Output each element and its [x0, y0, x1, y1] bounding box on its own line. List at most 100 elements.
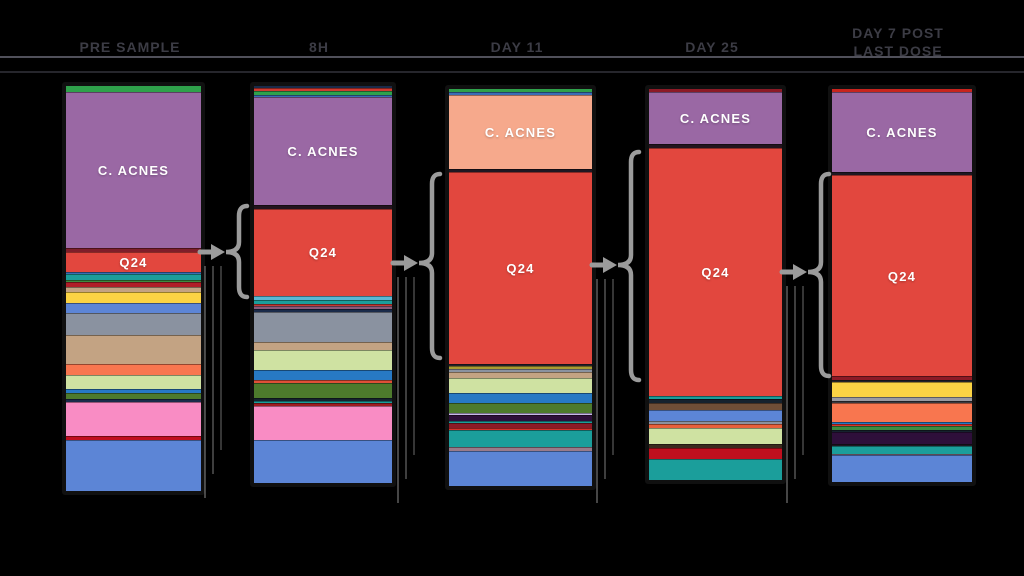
segment	[649, 402, 782, 410]
segment	[832, 423, 972, 426]
segment	[254, 205, 392, 210]
segment	[832, 376, 972, 381]
segment-c-acnes: C. ACNES	[449, 95, 592, 169]
segment-label: Q24	[308, 245, 338, 261]
segment-c-acnes: C. ACNES	[832, 92, 972, 172]
segment	[254, 439, 392, 483]
segment	[832, 445, 972, 454]
segment	[449, 372, 592, 378]
curly-brace-icon	[807, 171, 832, 379]
segment	[449, 450, 592, 486]
segment	[832, 431, 972, 444]
arrow-brace-annotation	[589, 149, 642, 503]
arrow-head-icon	[404, 255, 418, 271]
segment	[66, 279, 201, 282]
segment	[254, 303, 392, 306]
segment	[649, 427, 782, 444]
segment	[449, 420, 592, 423]
segment	[649, 395, 782, 400]
segment	[449, 393, 592, 403]
segment	[254, 86, 392, 88]
segment	[449, 363, 592, 366]
segment	[66, 312, 201, 336]
arrow-head-icon	[793, 264, 807, 280]
segment	[66, 86, 201, 93]
segment	[449, 447, 592, 451]
segment	[66, 303, 201, 313]
segment	[66, 281, 201, 287]
segment	[832, 401, 972, 404]
segment	[254, 405, 392, 440]
segment	[649, 459, 782, 480]
segment-label: C. ACNES	[287, 144, 359, 160]
segment	[832, 89, 972, 93]
stacked-bar-day-11: C. ACNES Q24	[445, 85, 596, 490]
segment	[254, 400, 392, 403]
segment	[832, 382, 972, 398]
segment-c-acnes: C. ACNES	[649, 92, 782, 145]
arrow-head-icon	[211, 244, 225, 260]
segment	[449, 168, 592, 172]
segment	[449, 427, 592, 430]
segment	[449, 365, 592, 369]
arrow-brace-annotation	[197, 203, 250, 498]
header-rule-bottom	[0, 71, 1024, 73]
segment	[254, 311, 392, 343]
segment	[66, 364, 201, 376]
segment	[449, 422, 592, 428]
segment	[832, 425, 972, 430]
segment-q24: Q24	[832, 175, 972, 377]
segment-label: Q24	[887, 268, 917, 284]
segment	[649, 409, 782, 422]
segment	[254, 295, 392, 300]
segment	[66, 247, 201, 252]
segment	[649, 89, 782, 93]
curly-brace-icon	[418, 171, 443, 361]
stacked-bar-day-7-post-last-dose: C. ACNES Q24	[828, 85, 976, 486]
segment	[66, 392, 201, 399]
segment	[66, 375, 201, 389]
segment	[254, 87, 392, 92]
timepoint-header-day-11: DAY 11	[490, 39, 544, 55]
stacked-bar-8h: C. ACNES Q24	[250, 82, 396, 487]
segment	[832, 421, 972, 424]
timepoint-header-day-25: DAY 25	[685, 39, 739, 55]
segment	[449, 377, 592, 394]
timepoint-header-8h: 8H	[309, 39, 329, 55]
segment	[832, 429, 972, 432]
segment	[254, 349, 392, 370]
segment	[449, 89, 592, 93]
segment	[66, 402, 201, 436]
segment	[66, 435, 201, 440]
segment	[66, 274, 201, 280]
timepoint-header-day-7-post-last-dose: DAY 7 POST LAST DOSE	[852, 25, 944, 60]
segment	[254, 383, 392, 398]
arrow-brace-annotation	[390, 171, 443, 503]
segment-q24: Q24	[66, 251, 201, 273]
segment	[66, 292, 201, 304]
segment	[832, 403, 972, 422]
segment	[449, 402, 592, 413]
segment-label: C. ACNES	[866, 125, 938, 141]
segment-label: C. ACNES	[484, 125, 557, 141]
segment	[832, 171, 972, 176]
segment	[832, 453, 972, 456]
arrow-head-icon	[603, 257, 617, 273]
segment	[649, 399, 782, 403]
segment	[649, 424, 782, 428]
stacked-bar-pre-sample: C. ACNES Q24	[62, 82, 205, 495]
curly-brace-icon	[617, 149, 642, 383]
segment	[649, 443, 782, 448]
segment	[254, 342, 392, 350]
segment	[254, 299, 392, 304]
segment	[449, 368, 592, 373]
segment	[66, 286, 201, 293]
segment	[449, 429, 592, 448]
segment	[66, 388, 201, 393]
segment	[66, 272, 201, 275]
segment-c-acnes: C. ACNES	[254, 97, 392, 206]
segment	[449, 92, 592, 96]
segment	[254, 308, 392, 312]
segment	[832, 380, 972, 383]
segment	[254, 305, 392, 309]
